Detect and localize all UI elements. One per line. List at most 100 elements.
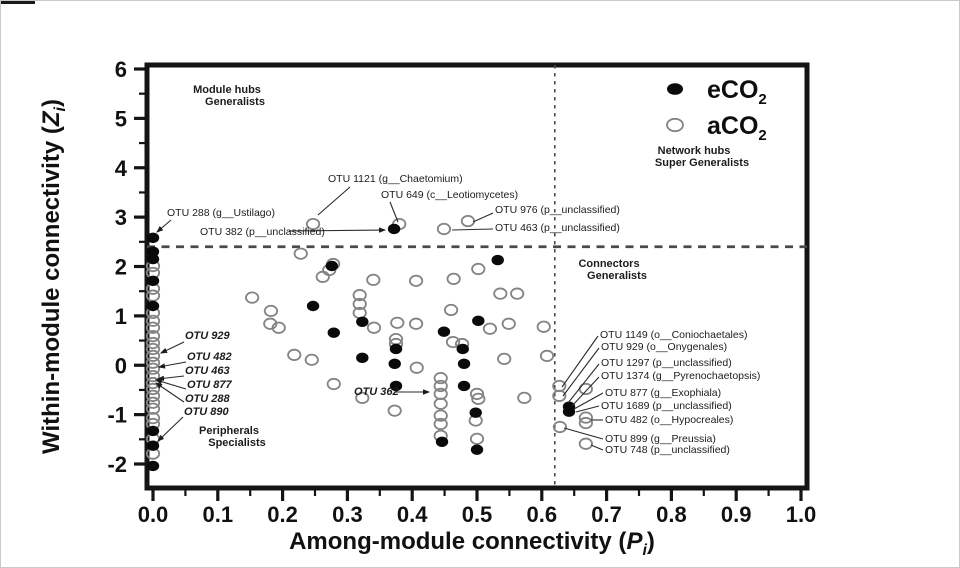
annotation-leader-line [156, 375, 185, 382]
data-point-aco2 [552, 420, 568, 434]
data-point-aco2 [501, 317, 516, 330]
data-point-aco2 [408, 317, 424, 330]
annotation-leader-line [157, 416, 184, 442]
quadrant-label: Network hubs [658, 145, 731, 157]
legend-marker-open-circle-icon [666, 117, 684, 133]
y-axis-title: Within-module connectivity (Zi) [38, 99, 69, 454]
annotation-label: OTU 649 (c__Leotiomycetes) [381, 189, 518, 201]
data-point-aco2 [433, 397, 448, 410]
y-tick-label: 4 [115, 156, 128, 181]
data-point-eco2 [389, 380, 403, 392]
data-point-aco2 [366, 321, 382, 334]
data-point-eco2 [562, 406, 576, 417]
data-point-aco2 [446, 272, 461, 285]
data-point-eco2 [457, 358, 471, 369]
x-axis-title: Among-module connectivity (Pi) [289, 528, 655, 559]
data-point-eco2 [435, 436, 449, 447]
data-point-eco2 [146, 232, 160, 244]
data-point-aco2 [366, 273, 381, 286]
y-tick-label: 0 [115, 353, 127, 378]
data-point-aco2 [445, 335, 461, 349]
annotation-leader-line [154, 379, 187, 390]
x-tick-label: 0.3 [332, 502, 363, 527]
annotation-label: OTU 463 (p__unclassified) [495, 222, 620, 234]
data-point-eco2 [146, 253, 160, 265]
x-tick-label: 0.0 [138, 502, 169, 527]
annotation-leader-line [573, 392, 604, 410]
annotation-leader-line [575, 405, 600, 413]
y-tick-label: 6 [115, 57, 127, 82]
x-tick-label: 0.8 [656, 502, 687, 527]
annotation-label: OTU 929 (o__Onygenales) [601, 341, 727, 353]
tick-labels: 0.0 0.1 0.2 0.3 0.4 0.5 0.6 0.7 0.8 0.9 1.0 6 5 4 3 2 1 0… [107, 57, 816, 527]
annotation-leader-line [563, 427, 604, 440]
data-point-aco2 [578, 437, 593, 450]
x-tick-label: 0.4 [397, 502, 428, 527]
data-point-aco2 [409, 361, 424, 374]
data-point-aco2 [471, 392, 486, 405]
annotation-label: OTU 890 [184, 406, 230, 418]
data-point-aco2 [304, 353, 319, 366]
annotation-leader-line [160, 341, 185, 354]
data-point-aco2 [145, 349, 161, 362]
y-tick-label: 5 [115, 106, 127, 131]
data-point-aco2 [493, 287, 508, 300]
data-point-aco2 [387, 404, 402, 417]
data-point-eco2 [387, 223, 401, 235]
data-point-aco2 [145, 411, 161, 425]
annotation-leader-line [156, 219, 172, 233]
annotation-label: OTU 877 (g__Exophiala) [605, 387, 721, 399]
data-point-aco2 [352, 297, 367, 311]
annotation-leader-line [155, 382, 185, 403]
data-point-eco2 [470, 444, 484, 455]
quadrant-label: Super Generalists [655, 157, 749, 169]
data-point-aco2 [471, 262, 486, 276]
data-point-eco2 [457, 380, 471, 392]
annotation-label: OTU 748 (p__unclassified) [605, 444, 730, 456]
data-point-aco2 [145, 396, 161, 409]
annotation-leader-line [472, 212, 494, 223]
data-point-eco2 [389, 343, 403, 355]
annotation-leader-line [317, 186, 351, 216]
axis-ticks [134, 67, 803, 501]
annotation-label: OTU 482 [187, 351, 232, 363]
quadrant-label: Generalists [587, 270, 647, 282]
annotation-leader-line [567, 363, 600, 404]
x-tick-label: 0.9 [721, 502, 752, 527]
y-tick-label: 3 [115, 205, 127, 230]
annotation-label: OTU 482 (o__Hypocreales) [605, 414, 733, 426]
quadrant-label: Module hubs [193, 84, 261, 96]
data-point-aco2 [145, 336, 161, 350]
data-points [145, 214, 593, 472]
data-point-aco2 [510, 287, 525, 300]
data-point-aco2 [469, 432, 485, 445]
data-point-aco2 [433, 417, 448, 431]
x-tick-label: 0.7 [591, 502, 622, 527]
data-point-aco2 [145, 382, 161, 396]
legend-label: aCO2 [707, 112, 767, 144]
annotation-label: OTU 1374 (g__Pyrenochaetopsis) [601, 370, 760, 382]
data-point-aco2 [433, 371, 448, 385]
data-point-aco2 [497, 352, 512, 365]
annotation-label: OTU 976 (p__unclassified) [495, 204, 620, 216]
annotation-leader-line [389, 201, 399, 223]
data-point-aco2 [443, 303, 459, 317]
quadrant-label: Peripherals [199, 425, 259, 437]
data-point-aco2 [460, 214, 476, 228]
annotation-label: OTU 1149 (o__Coniochaetales) [600, 329, 747, 341]
quadrant-label: Connectors [578, 258, 639, 270]
scan-artifact-mark [1, 1, 35, 4]
data-point-aco2 [145, 362, 161, 375]
data-point-eco2 [146, 275, 160, 287]
data-point-aco2 [352, 289, 367, 302]
data-point-aco2 [145, 330, 161, 343]
data-point-eco2 [146, 246, 160, 257]
annotation-label: OTU 382 (p__unclassified) [200, 226, 325, 238]
x-tick-label: 1.0 [786, 502, 817, 527]
data-point-eco2 [146, 460, 160, 472]
data-point-aco2 [145, 321, 161, 334]
data-point-aco2 [145, 402, 161, 415]
data-point-aco2 [578, 416, 593, 430]
